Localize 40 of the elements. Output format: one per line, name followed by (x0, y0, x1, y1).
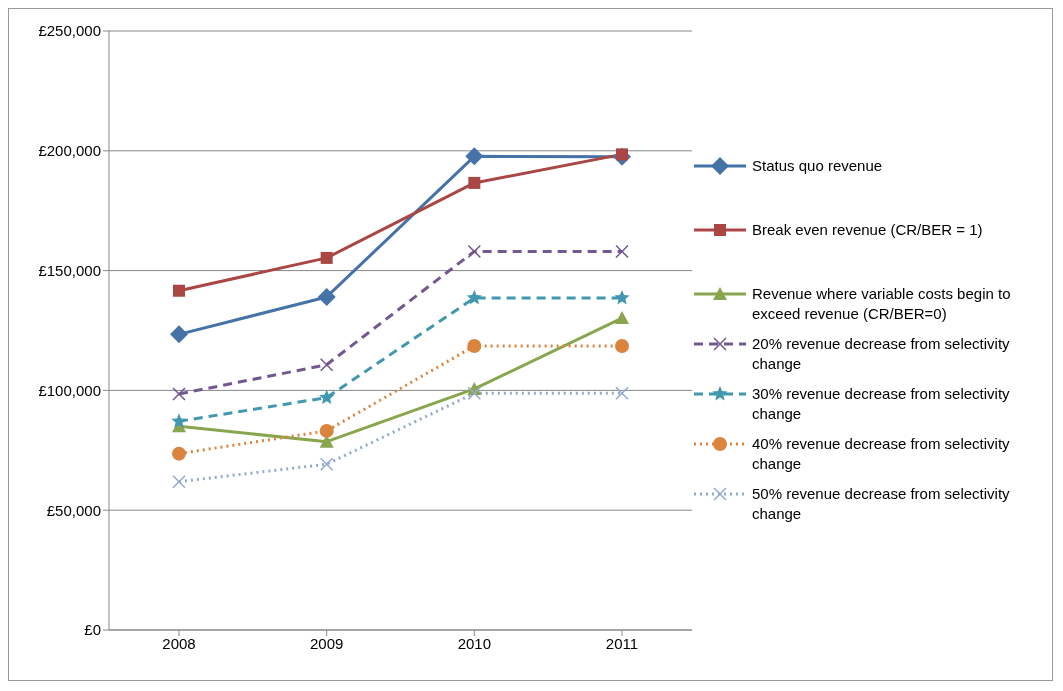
legend-label: Revenue where variable costs begin to exceed revenue (CR/BER=0) (752, 283, 1012, 324)
point (467, 244, 482, 259)
point (172, 474, 186, 489)
point (467, 386, 482, 401)
point (614, 289, 630, 305)
point (170, 325, 188, 344)
x-tick-label: 2009 (309, 634, 344, 652)
legend-label: 40% revenue decrease from selectivity change (752, 433, 1011, 474)
legend-label: 20% revenue decrease from selectivity change (752, 333, 1011, 374)
x-tick-label: 2011 (605, 634, 639, 652)
y-tick-label: £150,000 (38, 261, 101, 279)
y-tick-label: £100,000 (38, 381, 101, 399)
point (615, 244, 629, 259)
legend-label: Status quo revenue (752, 155, 883, 176)
y-tick-label: £50,000 (46, 501, 101, 519)
point (319, 457, 334, 471)
point (319, 423, 334, 438)
legend-label: 50% revenue decrease from selectivity change (752, 483, 1011, 524)
y-tick-label: £200,000 (38, 142, 101, 160)
point (171, 413, 187, 428)
point (320, 251, 333, 264)
legend-label: 30% revenue decrease from selectivity change (752, 383, 1011, 424)
legend-label: Break even revenue (CR/BER = 1) (752, 219, 983, 240)
point (615, 386, 629, 401)
point (172, 387, 186, 401)
y-tick-label: £250,000 (38, 22, 101, 40)
point (319, 358, 334, 372)
y-tick-label: £0 (84, 621, 101, 639)
point (466, 289, 482, 305)
point (172, 446, 186, 461)
x-tick-label: 2008 (162, 634, 196, 652)
point (317, 287, 336, 306)
point (465, 147, 484, 166)
point (173, 284, 185, 297)
x-tick-label: 2010 (457, 634, 492, 652)
point (319, 389, 335, 405)
point (615, 311, 629, 325)
point (615, 339, 629, 354)
point (467, 339, 482, 354)
point (468, 176, 481, 189)
